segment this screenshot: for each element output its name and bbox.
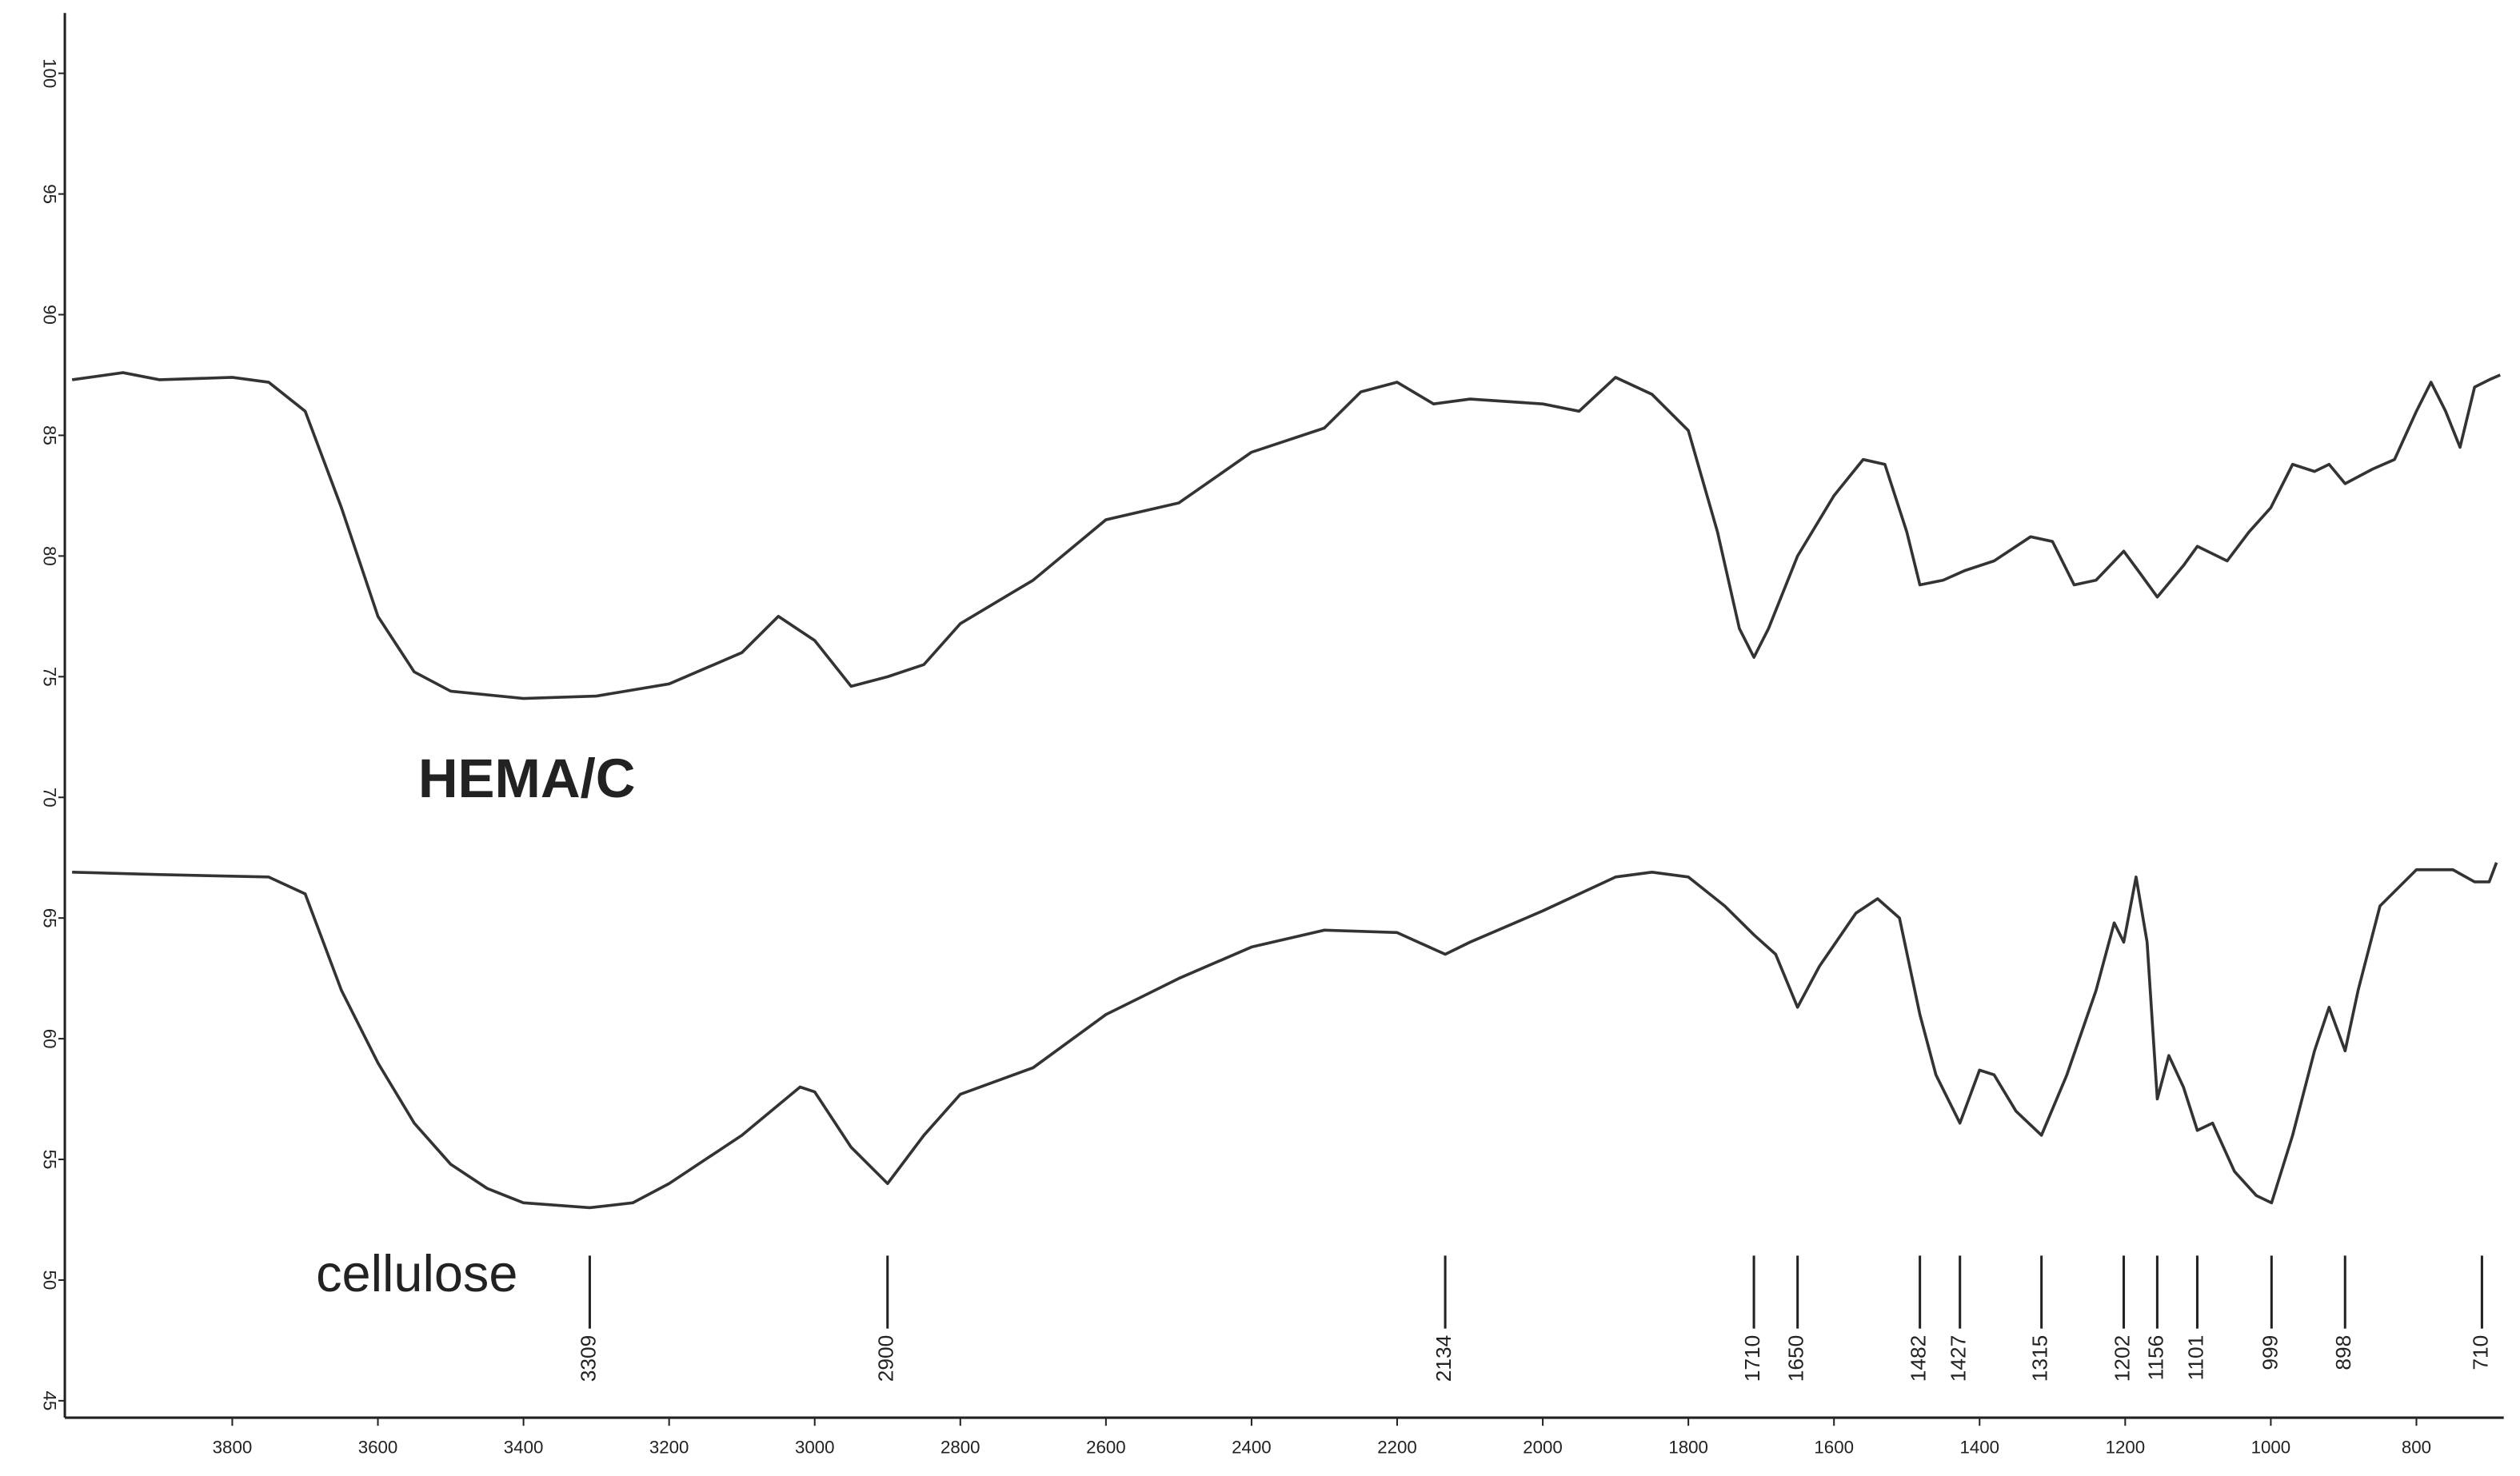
peak-label: 1315: [2028, 1335, 2052, 1382]
y-tick-label: 95: [40, 184, 60, 204]
y-tick-label: 90: [40, 305, 60, 325]
x-tick-label: 1600: [1814, 1438, 1854, 1458]
x-tick-label: 2600: [1086, 1438, 1126, 1458]
x-tick-label: 1000: [2251, 1438, 2291, 1458]
x-tick-label: 3000: [795, 1438, 835, 1458]
series-label: HEMA/C: [418, 748, 636, 809]
y-tick-label: 50: [40, 1271, 60, 1291]
spectrum-line: [71, 371, 2501, 700]
peak-label: 1202: [2110, 1335, 2134, 1382]
y-tick-label: 100: [40, 58, 60, 88]
y-tick-label: 65: [40, 908, 60, 928]
y-tick-label: 60: [40, 1029, 60, 1049]
peak-label: 1156: [2143, 1335, 2167, 1381]
y-tick-label: 80: [40, 546, 60, 566]
peak-label: 710: [2468, 1335, 2492, 1370]
y-tick-label: 70: [40, 788, 60, 808]
peak-label: 1101: [2183, 1335, 2207, 1381]
x-tick-label: 1800: [1668, 1438, 1708, 1458]
x-tick-label: 2800: [941, 1438, 980, 1458]
x-tick-label: 3600: [358, 1438, 398, 1458]
peak-label: 999: [2258, 1335, 2282, 1370]
x-tick-label: 1200: [2106, 1438, 2146, 1458]
peak-label: 898: [2331, 1335, 2355, 1370]
peak-label: 1710: [1740, 1335, 1764, 1382]
y-tick-label: 85: [40, 425, 60, 445]
peak-label: 3309: [576, 1335, 600, 1382]
y-tick-label: 55: [40, 1150, 60, 1170]
peak-label: 1427: [1947, 1335, 1971, 1382]
x-tick-label: 1400: [1959, 1438, 1999, 1458]
x-tick-label: 3800: [213, 1438, 253, 1458]
x-tick-label: 2400: [1232, 1438, 1272, 1458]
peak-label: 1650: [1784, 1335, 1808, 1382]
x-tick-label: 3400: [504, 1438, 544, 1458]
peak-label: 2900: [874, 1335, 898, 1382]
x-tick-label: 800: [2402, 1438, 2431, 1458]
series-label: cellulose: [316, 1244, 517, 1302]
peak-label: 1482: [1907, 1335, 1931, 1382]
y-tick-label: 75: [40, 667, 60, 687]
spectrum-line: [72, 862, 2498, 1210]
y-tick-label: 45: [40, 1390, 60, 1410]
x-tick-label: 2000: [1523, 1438, 1563, 1458]
x-tick-label: 2200: [1377, 1438, 1417, 1458]
peak-label: 2134: [1432, 1335, 1456, 1382]
x-tick-label: 3200: [649, 1438, 689, 1458]
